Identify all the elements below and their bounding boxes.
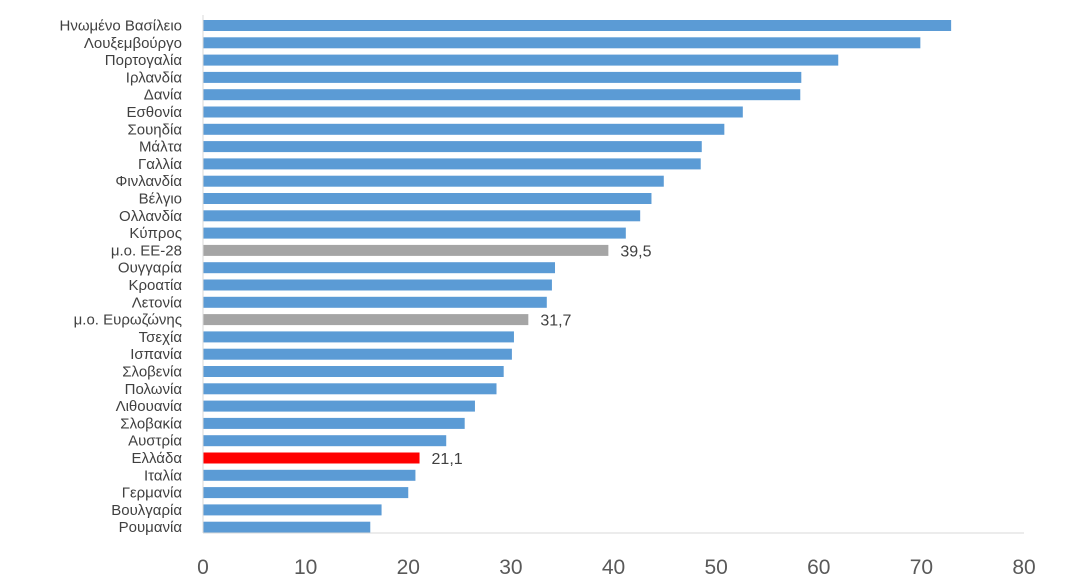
bar: [203, 452, 420, 464]
category-label: Ελλάδα: [132, 450, 183, 467]
category-label: Λιθουανία: [116, 398, 183, 415]
category-label: Λετονία: [132, 294, 183, 311]
bar: [203, 314, 529, 326]
category-label: Ολλανδία: [119, 208, 182, 225]
category-label: μ.ο. Ευρωζώνης: [74, 312, 182, 329]
bar: [203, 383, 497, 395]
bar: [203, 89, 801, 101]
data-label: 39,5: [620, 243, 651, 260]
x-tick-label: 10: [294, 556, 317, 579]
bar: [203, 417, 465, 429]
bar: [203, 348, 512, 360]
data-label: 31,7: [540, 313, 571, 330]
category-label: Ηνωμένο Βασίλειο: [59, 18, 182, 35]
category-label: Εσθονία: [127, 104, 183, 121]
category-label: Πολωνία: [125, 381, 183, 398]
category-label: Λουξεμβούργο: [84, 35, 182, 52]
category-label: Βουλγαρία: [111, 502, 182, 519]
category-label: Ουγγαρία: [118, 260, 182, 277]
bar: [203, 141, 702, 153]
category-label: Γαλλία: [138, 156, 182, 173]
bar: [203, 435, 447, 447]
bar: [203, 469, 416, 481]
x-tick-label: 70: [910, 556, 933, 579]
bar: [203, 158, 701, 170]
bar: [203, 296, 547, 308]
bar: [203, 244, 609, 256]
x-tick-label: 50: [704, 556, 727, 579]
category-label: Σουηδία: [127, 121, 182, 138]
bar: [203, 37, 921, 49]
category-label: Σλοβακία: [120, 415, 182, 432]
data-label: 21,1: [432, 451, 463, 468]
category-label: Ισπανία: [130, 346, 182, 363]
x-tick-label: 60: [807, 556, 830, 579]
category-label: Ρουμανία: [119, 519, 183, 536]
data-labels: 39,5 31,7 21,1: [432, 243, 652, 468]
bar: [203, 123, 725, 135]
bar: [203, 279, 552, 291]
category-label: Πορτογαλία: [105, 52, 183, 69]
category-labels: Ηνωμένο ΒασίλειοΛουξεμβούργοΠορτογαλίαΙρ…: [59, 18, 182, 537]
category-label: Κύπρος: [129, 225, 182, 242]
bar: [203, 366, 504, 377]
x-tick-label: 40: [602, 556, 625, 579]
bar: [203, 400, 475, 412]
category-label: Δανία: [144, 87, 183, 104]
bar: [203, 20, 952, 31]
category-label: Αυστρία: [128, 433, 182, 450]
category-label: Κροατία: [129, 277, 183, 294]
category-label: Βέλγιο: [139, 191, 182, 208]
bar: [203, 54, 839, 66]
category-label: μ.ο. ΕΕ-28: [111, 242, 182, 259]
category-label: Γερμανία: [122, 485, 183, 502]
category-label: Τσεχία: [139, 329, 183, 346]
bar: [203, 106, 743, 118]
bar: [203, 521, 371, 533]
x-axis-tick-labels: 0 10 20 30 40 50 60 70 80: [197, 556, 1036, 579]
bar: [203, 227, 626, 239]
category-label: Μάλτα: [139, 139, 182, 156]
bars-layer: [203, 20, 952, 533]
x-tick-label: 20: [397, 556, 420, 579]
bar: [203, 71, 802, 83]
bar: [203, 210, 641, 222]
bar: [203, 193, 652, 204]
bar: [203, 262, 556, 274]
x-tick-label: 80: [1012, 556, 1035, 579]
category-label: Ιταλία: [144, 467, 182, 484]
bar: [203, 504, 382, 516]
bar: [203, 331, 514, 343]
bar: [203, 487, 409, 499]
category-label: Φινλανδία: [115, 173, 182, 190]
bar: [203, 175, 664, 187]
x-tick-label: 30: [499, 556, 522, 579]
category-label: Ιρλανδία: [126, 69, 183, 86]
category-label: Σλοβενία: [122, 364, 182, 381]
x-tick-label: 0: [197, 556, 209, 579]
